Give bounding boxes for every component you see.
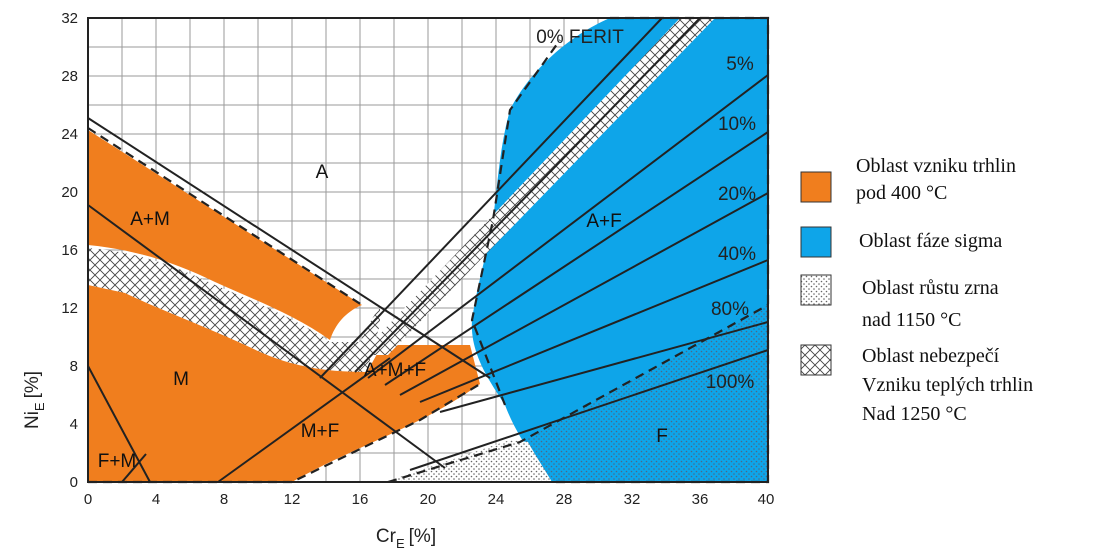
- ferrite-label-20: 20%: [718, 184, 756, 205]
- legend-swatch-sigma: [800, 226, 832, 258]
- ferrite-label-0: 0% FERIT: [536, 27, 624, 48]
- x-tick: 12: [284, 491, 301, 508]
- legend-swatch-crack-400: [800, 171, 832, 203]
- grain-growth-blue: [525, 305, 768, 482]
- y-tick: 20: [61, 184, 78, 201]
- legend-swatch-hot-crack: [800, 344, 832, 376]
- region-label-a: A: [316, 162, 329, 183]
- ferrite-label-5: 5%: [726, 54, 754, 75]
- ferrite-label-10: 10%: [718, 114, 756, 135]
- legend: Oblast vzniku trhlin pod 400 °C Oblast f…: [800, 155, 1038, 425]
- region-label-a-m: A+M: [130, 209, 170, 230]
- orange-region-lower: [88, 285, 480, 482]
- region-label-f-m: F+M: [98, 451, 137, 472]
- y-axis-label-unit: [%]: [22, 371, 43, 398]
- x-tick: 20: [420, 491, 437, 508]
- y-tick: 12: [61, 300, 78, 317]
- ferrite-label-80: 80%: [711, 299, 749, 320]
- x-tick: 0: [84, 491, 92, 508]
- constitution-lines: [87, 17, 769, 483]
- y-tick: 8: [70, 358, 78, 375]
- ferrite-label-40: 40%: [718, 244, 756, 265]
- region-label-f: F: [656, 426, 668, 447]
- x-tick: 40: [758, 491, 775, 508]
- ferrite-label-100: 100%: [706, 372, 755, 393]
- hot-crack-diagonal: [360, 18, 715, 355]
- legend-text-grain-growth: Oblast růstu zrna nad 1150 °C: [862, 277, 1004, 331]
- y-axis-label: NiE [%]: [22, 371, 47, 429]
- x-axis-label-main: Cr: [376, 526, 397, 547]
- x-tick: 4: [152, 491, 160, 508]
- region-label-a-f: A+F: [586, 211, 621, 232]
- x-axis-label: CrE [%]: [376, 526, 436, 551]
- x-tick: 8: [220, 491, 228, 508]
- y-tick-labels: 0 4 8 12 16 20 24 28 32: [61, 10, 78, 491]
- x-tick-labels: 0 4 8 12 16 20 24 28 32 36 40: [84, 491, 775, 508]
- region-label-m-f: M+F: [301, 421, 340, 442]
- region-labels: A A+M M F+M M+F A+M+F A+F F: [98, 162, 668, 472]
- plot-frame: [87, 17, 769, 483]
- legend-text-crack-400: Oblast vzniku trhlin pod 400 °C: [856, 155, 1021, 204]
- y-tick: 32: [61, 10, 78, 27]
- y-tick: 0: [70, 474, 78, 491]
- x-tick: 32: [624, 491, 641, 508]
- x-tick: 16: [352, 491, 369, 508]
- ferrite-labels: 0% FERIT 5% 10% 20% 40% 80% 100%: [536, 27, 756, 393]
- x-axis-label-sub: E: [396, 536, 405, 551]
- region-label-a-m-f: A+M+F: [364, 360, 426, 381]
- x-axis-label-unit: [%]: [409, 526, 436, 547]
- x-tick: 24: [488, 491, 505, 508]
- legend-text-sigma: Oblast fáze sigma: [859, 230, 1002, 252]
- region-label-m: M: [173, 369, 189, 390]
- y-tick: 24: [61, 126, 78, 143]
- y-axis-label-main: Ni: [22, 411, 43, 429]
- y-tick: 16: [61, 242, 78, 259]
- orange-region-upper: [88, 130, 362, 340]
- grain-growth-white: [385, 440, 552, 482]
- hot-crack-band: [88, 248, 380, 372]
- y-axis-label-sub: E: [32, 402, 47, 411]
- legend-swatch-grain-growth: [800, 274, 832, 306]
- x-tick: 36: [692, 491, 709, 508]
- legend-text-hot-crack: Oblast nebezpečí Vzniku teplých trhlin N…: [862, 345, 1038, 425]
- x-tick: 28: [556, 491, 573, 508]
- y-tick: 4: [70, 416, 78, 433]
- y-tick: 28: [61, 68, 78, 85]
